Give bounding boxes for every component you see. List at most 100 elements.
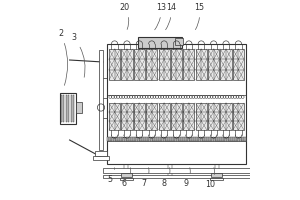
Bar — [233, 137, 235, 141]
Bar — [60, 93, 76, 124]
Bar — [216, 137, 218, 141]
Bar — [171, 103, 182, 130]
Bar — [139, 137, 140, 141]
Bar — [155, 137, 157, 141]
Bar — [183, 103, 194, 130]
Bar — [224, 137, 225, 141]
Bar — [209, 137, 211, 141]
Bar — [192, 137, 194, 141]
Bar — [71, 95, 72, 122]
Bar — [168, 137, 170, 141]
Bar — [194, 137, 196, 141]
Bar — [185, 137, 187, 141]
Bar — [140, 137, 142, 141]
Bar — [111, 137, 112, 141]
Text: 20: 20 — [119, 3, 129, 29]
Bar — [146, 49, 157, 80]
Bar — [176, 137, 177, 141]
Bar — [167, 137, 168, 141]
Bar — [174, 137, 176, 141]
Bar — [152, 137, 153, 141]
Bar — [122, 137, 124, 141]
Bar — [233, 103, 244, 130]
Bar — [161, 137, 162, 141]
Bar — [133, 137, 135, 141]
Bar — [190, 137, 192, 141]
Bar — [205, 137, 207, 141]
Bar — [218, 137, 220, 141]
Bar — [220, 103, 232, 130]
Bar — [150, 137, 151, 141]
Bar — [113, 137, 114, 141]
Bar — [181, 137, 183, 141]
Text: 15: 15 — [194, 3, 204, 30]
Text: 14: 14 — [166, 3, 176, 30]
Bar — [122, 49, 133, 80]
Bar — [148, 137, 149, 141]
Bar — [107, 44, 246, 164]
Bar — [198, 137, 200, 141]
Text: 6: 6 — [122, 168, 131, 188]
Bar — [95, 151, 107, 156]
Bar — [200, 137, 201, 141]
Bar — [138, 37, 182, 48]
Bar — [233, 49, 244, 80]
Bar — [120, 137, 122, 141]
Bar — [175, 38, 183, 45]
Bar — [158, 103, 170, 130]
Bar — [220, 137, 222, 141]
Bar — [228, 137, 229, 141]
Bar — [107, 137, 246, 141]
Bar — [220, 49, 232, 80]
Bar — [230, 137, 231, 141]
Bar — [237, 137, 239, 141]
Bar — [93, 156, 109, 160]
Bar — [179, 137, 181, 141]
Bar — [171, 49, 182, 80]
Bar — [239, 137, 240, 141]
Bar — [211, 137, 212, 141]
Bar — [208, 103, 219, 130]
Bar — [187, 137, 188, 141]
Bar — [211, 178, 224, 180]
Bar — [196, 137, 198, 141]
Bar — [158, 49, 170, 80]
Bar — [68, 95, 69, 122]
Bar — [183, 49, 194, 80]
Bar — [128, 137, 129, 141]
Bar — [146, 137, 148, 141]
Bar — [103, 175, 250, 178]
Bar — [189, 137, 190, 141]
Bar — [170, 137, 172, 141]
Bar — [135, 137, 136, 141]
Bar — [183, 137, 185, 141]
Bar — [203, 137, 205, 141]
Bar — [153, 137, 155, 141]
Text: 2: 2 — [58, 29, 68, 85]
Bar — [99, 50, 103, 150]
Bar — [121, 173, 131, 177]
Bar — [202, 137, 203, 141]
Bar — [226, 137, 227, 141]
Bar — [103, 168, 250, 173]
Bar — [142, 137, 144, 141]
Bar — [241, 137, 242, 141]
Bar — [61, 95, 62, 122]
Bar — [66, 95, 67, 122]
Text: 8: 8 — [162, 168, 170, 188]
Bar — [134, 103, 145, 130]
Bar — [157, 137, 159, 141]
Bar — [159, 137, 160, 141]
Bar — [126, 137, 127, 141]
Bar — [76, 102, 83, 113]
Bar — [178, 137, 179, 141]
Bar — [168, 164, 172, 178]
Bar — [213, 137, 214, 141]
Bar — [208, 49, 219, 80]
Bar — [107, 137, 109, 141]
Bar — [109, 137, 110, 141]
Bar — [244, 137, 246, 141]
Bar — [63, 95, 64, 122]
Bar — [124, 137, 125, 141]
Bar — [242, 137, 244, 141]
